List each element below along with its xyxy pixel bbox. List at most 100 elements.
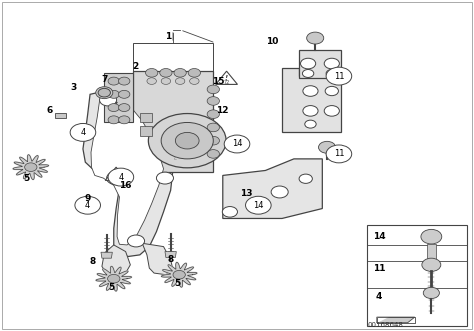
Polygon shape xyxy=(91,98,164,245)
Circle shape xyxy=(423,287,439,299)
Circle shape xyxy=(326,67,352,85)
Text: 8: 8 xyxy=(167,255,174,264)
Text: 8: 8 xyxy=(89,257,96,266)
Circle shape xyxy=(207,110,219,118)
Circle shape xyxy=(108,90,119,98)
Circle shape xyxy=(174,69,186,77)
Circle shape xyxy=(207,123,219,132)
Text: 5: 5 xyxy=(174,278,181,288)
Circle shape xyxy=(246,196,271,214)
Text: 2: 2 xyxy=(132,62,138,71)
Polygon shape xyxy=(367,225,467,326)
Text: 4: 4 xyxy=(118,172,124,182)
Text: 11: 11 xyxy=(373,263,385,273)
Circle shape xyxy=(175,78,185,84)
Circle shape xyxy=(70,123,96,141)
Polygon shape xyxy=(165,252,176,258)
Circle shape xyxy=(271,186,288,198)
Polygon shape xyxy=(133,71,213,172)
Circle shape xyxy=(207,97,219,105)
Text: 11: 11 xyxy=(334,71,344,81)
Circle shape xyxy=(303,86,318,96)
Text: 14: 14 xyxy=(373,232,385,241)
Text: 5: 5 xyxy=(108,283,115,293)
Text: 13: 13 xyxy=(240,189,253,198)
Circle shape xyxy=(302,70,314,77)
Text: 7: 7 xyxy=(101,75,108,84)
Circle shape xyxy=(108,77,119,85)
Text: !: ! xyxy=(115,171,118,177)
Text: 10: 10 xyxy=(266,37,279,46)
Text: 14: 14 xyxy=(253,201,264,210)
Circle shape xyxy=(118,77,130,85)
Polygon shape xyxy=(223,159,322,218)
Circle shape xyxy=(319,141,336,153)
Polygon shape xyxy=(104,73,133,122)
Circle shape xyxy=(421,229,442,244)
Text: 72: 72 xyxy=(113,176,119,181)
Polygon shape xyxy=(55,113,66,118)
Polygon shape xyxy=(102,245,130,275)
Polygon shape xyxy=(299,50,341,78)
Circle shape xyxy=(96,87,113,99)
Circle shape xyxy=(107,171,126,185)
Circle shape xyxy=(188,69,201,77)
Polygon shape xyxy=(377,317,389,323)
Polygon shape xyxy=(83,89,173,257)
Circle shape xyxy=(299,174,312,183)
Circle shape xyxy=(422,258,441,271)
Text: 9: 9 xyxy=(84,194,91,203)
Text: 4: 4 xyxy=(80,128,86,137)
Circle shape xyxy=(108,116,119,124)
Text: 1: 1 xyxy=(165,32,172,41)
Polygon shape xyxy=(96,266,132,291)
Circle shape xyxy=(161,78,171,84)
Text: 11: 11 xyxy=(334,149,344,159)
Circle shape xyxy=(161,122,213,159)
Circle shape xyxy=(25,163,37,171)
Text: 4: 4 xyxy=(85,201,91,210)
Circle shape xyxy=(118,104,130,112)
Text: 15: 15 xyxy=(212,76,224,86)
Polygon shape xyxy=(216,71,237,84)
Polygon shape xyxy=(142,243,173,275)
Circle shape xyxy=(222,207,237,217)
Polygon shape xyxy=(101,252,112,258)
Circle shape xyxy=(108,168,134,186)
Text: !: ! xyxy=(225,75,228,81)
Circle shape xyxy=(326,70,337,77)
Circle shape xyxy=(301,58,316,69)
Circle shape xyxy=(75,196,100,214)
Polygon shape xyxy=(377,317,415,323)
Polygon shape xyxy=(282,68,341,132)
Polygon shape xyxy=(105,167,127,180)
Circle shape xyxy=(118,90,130,98)
Circle shape xyxy=(207,150,219,158)
Text: 14: 14 xyxy=(232,139,242,149)
Text: 72: 72 xyxy=(223,80,230,85)
Circle shape xyxy=(224,135,250,153)
Polygon shape xyxy=(161,262,197,287)
Circle shape xyxy=(325,86,338,96)
Circle shape xyxy=(156,172,173,184)
Circle shape xyxy=(303,106,318,116)
Circle shape xyxy=(190,78,199,84)
Polygon shape xyxy=(13,155,49,180)
Text: 3: 3 xyxy=(70,83,77,92)
Circle shape xyxy=(173,270,185,279)
Circle shape xyxy=(147,78,156,84)
Circle shape xyxy=(305,120,316,128)
Circle shape xyxy=(207,85,219,94)
Text: 12: 12 xyxy=(217,106,229,116)
Text: 5: 5 xyxy=(23,174,29,183)
Circle shape xyxy=(128,235,145,247)
Circle shape xyxy=(108,104,119,112)
Circle shape xyxy=(148,114,226,168)
Circle shape xyxy=(160,69,172,77)
Text: 16: 16 xyxy=(119,181,132,190)
Text: 6: 6 xyxy=(46,106,53,116)
Circle shape xyxy=(207,136,219,145)
Text: 4: 4 xyxy=(376,292,383,301)
Circle shape xyxy=(324,58,339,69)
Circle shape xyxy=(324,106,339,116)
